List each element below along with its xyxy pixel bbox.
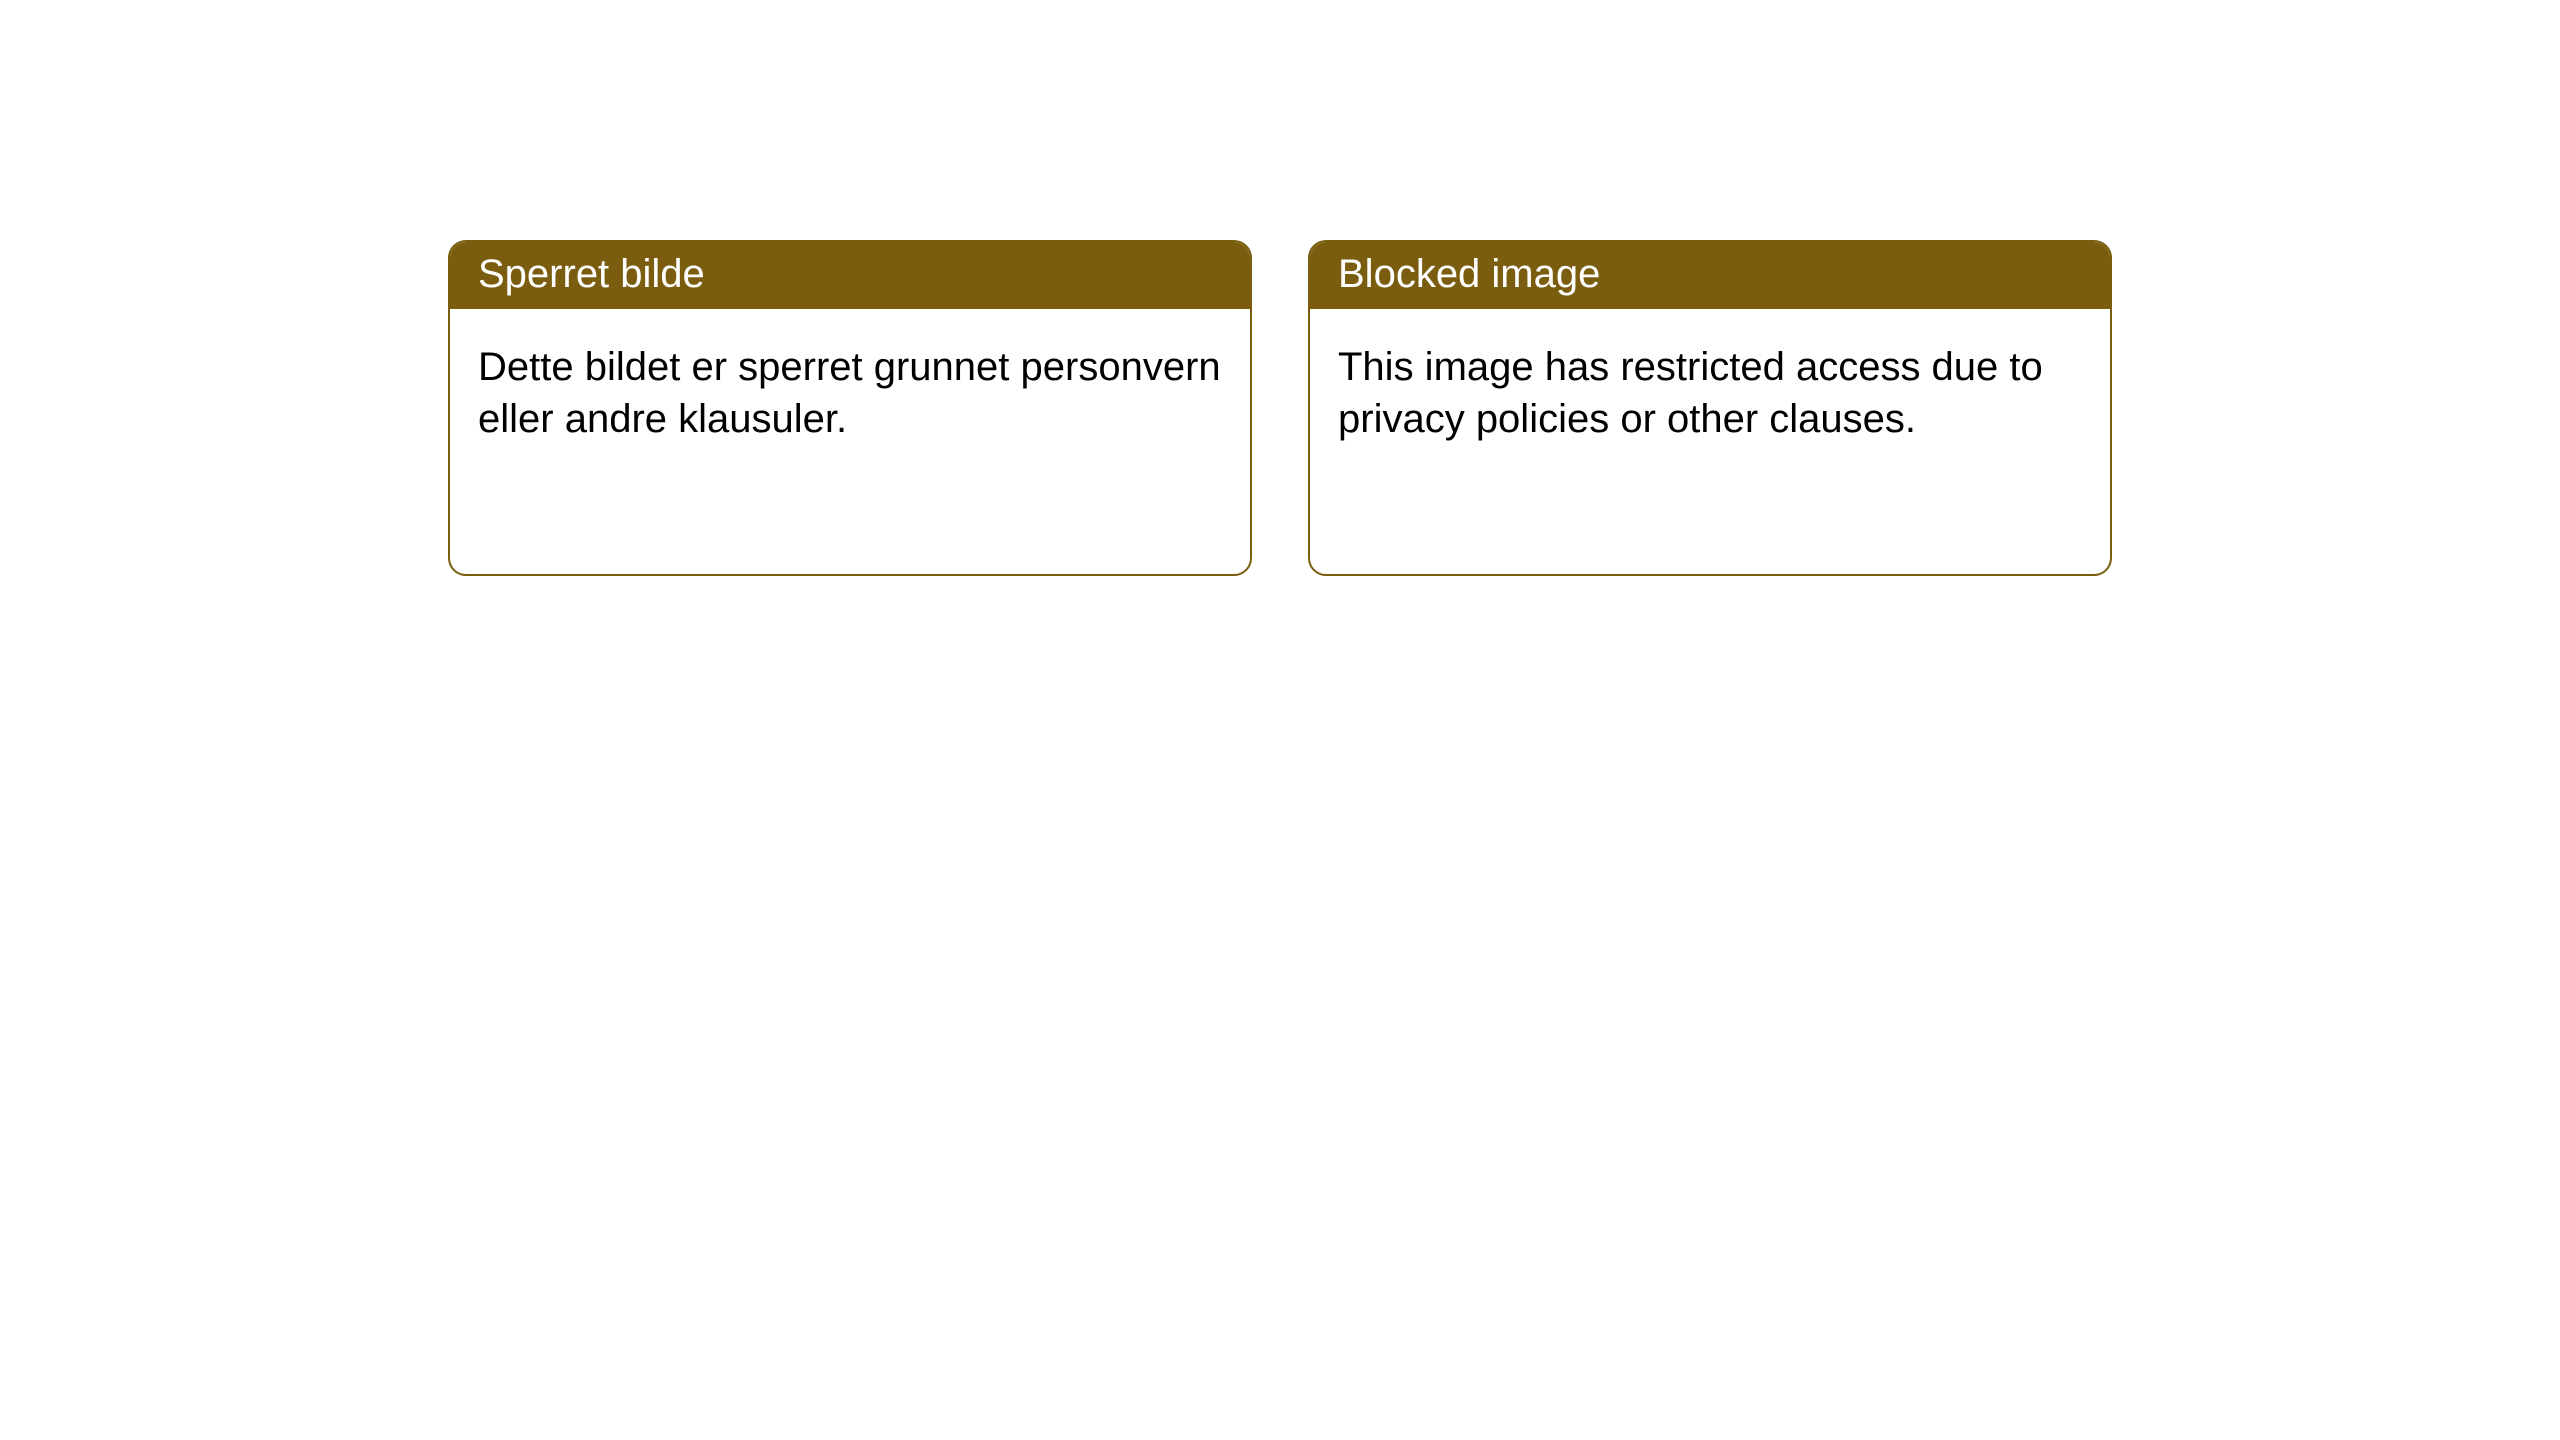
notice-header: Sperret bilde (450, 242, 1250, 309)
notice-body: Dette bildet er sperret grunnet personve… (450, 309, 1250, 477)
notice-container: Sperret bilde Dette bildet er sperret gr… (0, 0, 2560, 576)
notice-card-english: Blocked image This image has restricted … (1308, 240, 2112, 576)
notice-body: This image has restricted access due to … (1310, 309, 2110, 477)
notice-card-norwegian: Sperret bilde Dette bildet er sperret gr… (448, 240, 1252, 576)
notice-header: Blocked image (1310, 242, 2110, 309)
